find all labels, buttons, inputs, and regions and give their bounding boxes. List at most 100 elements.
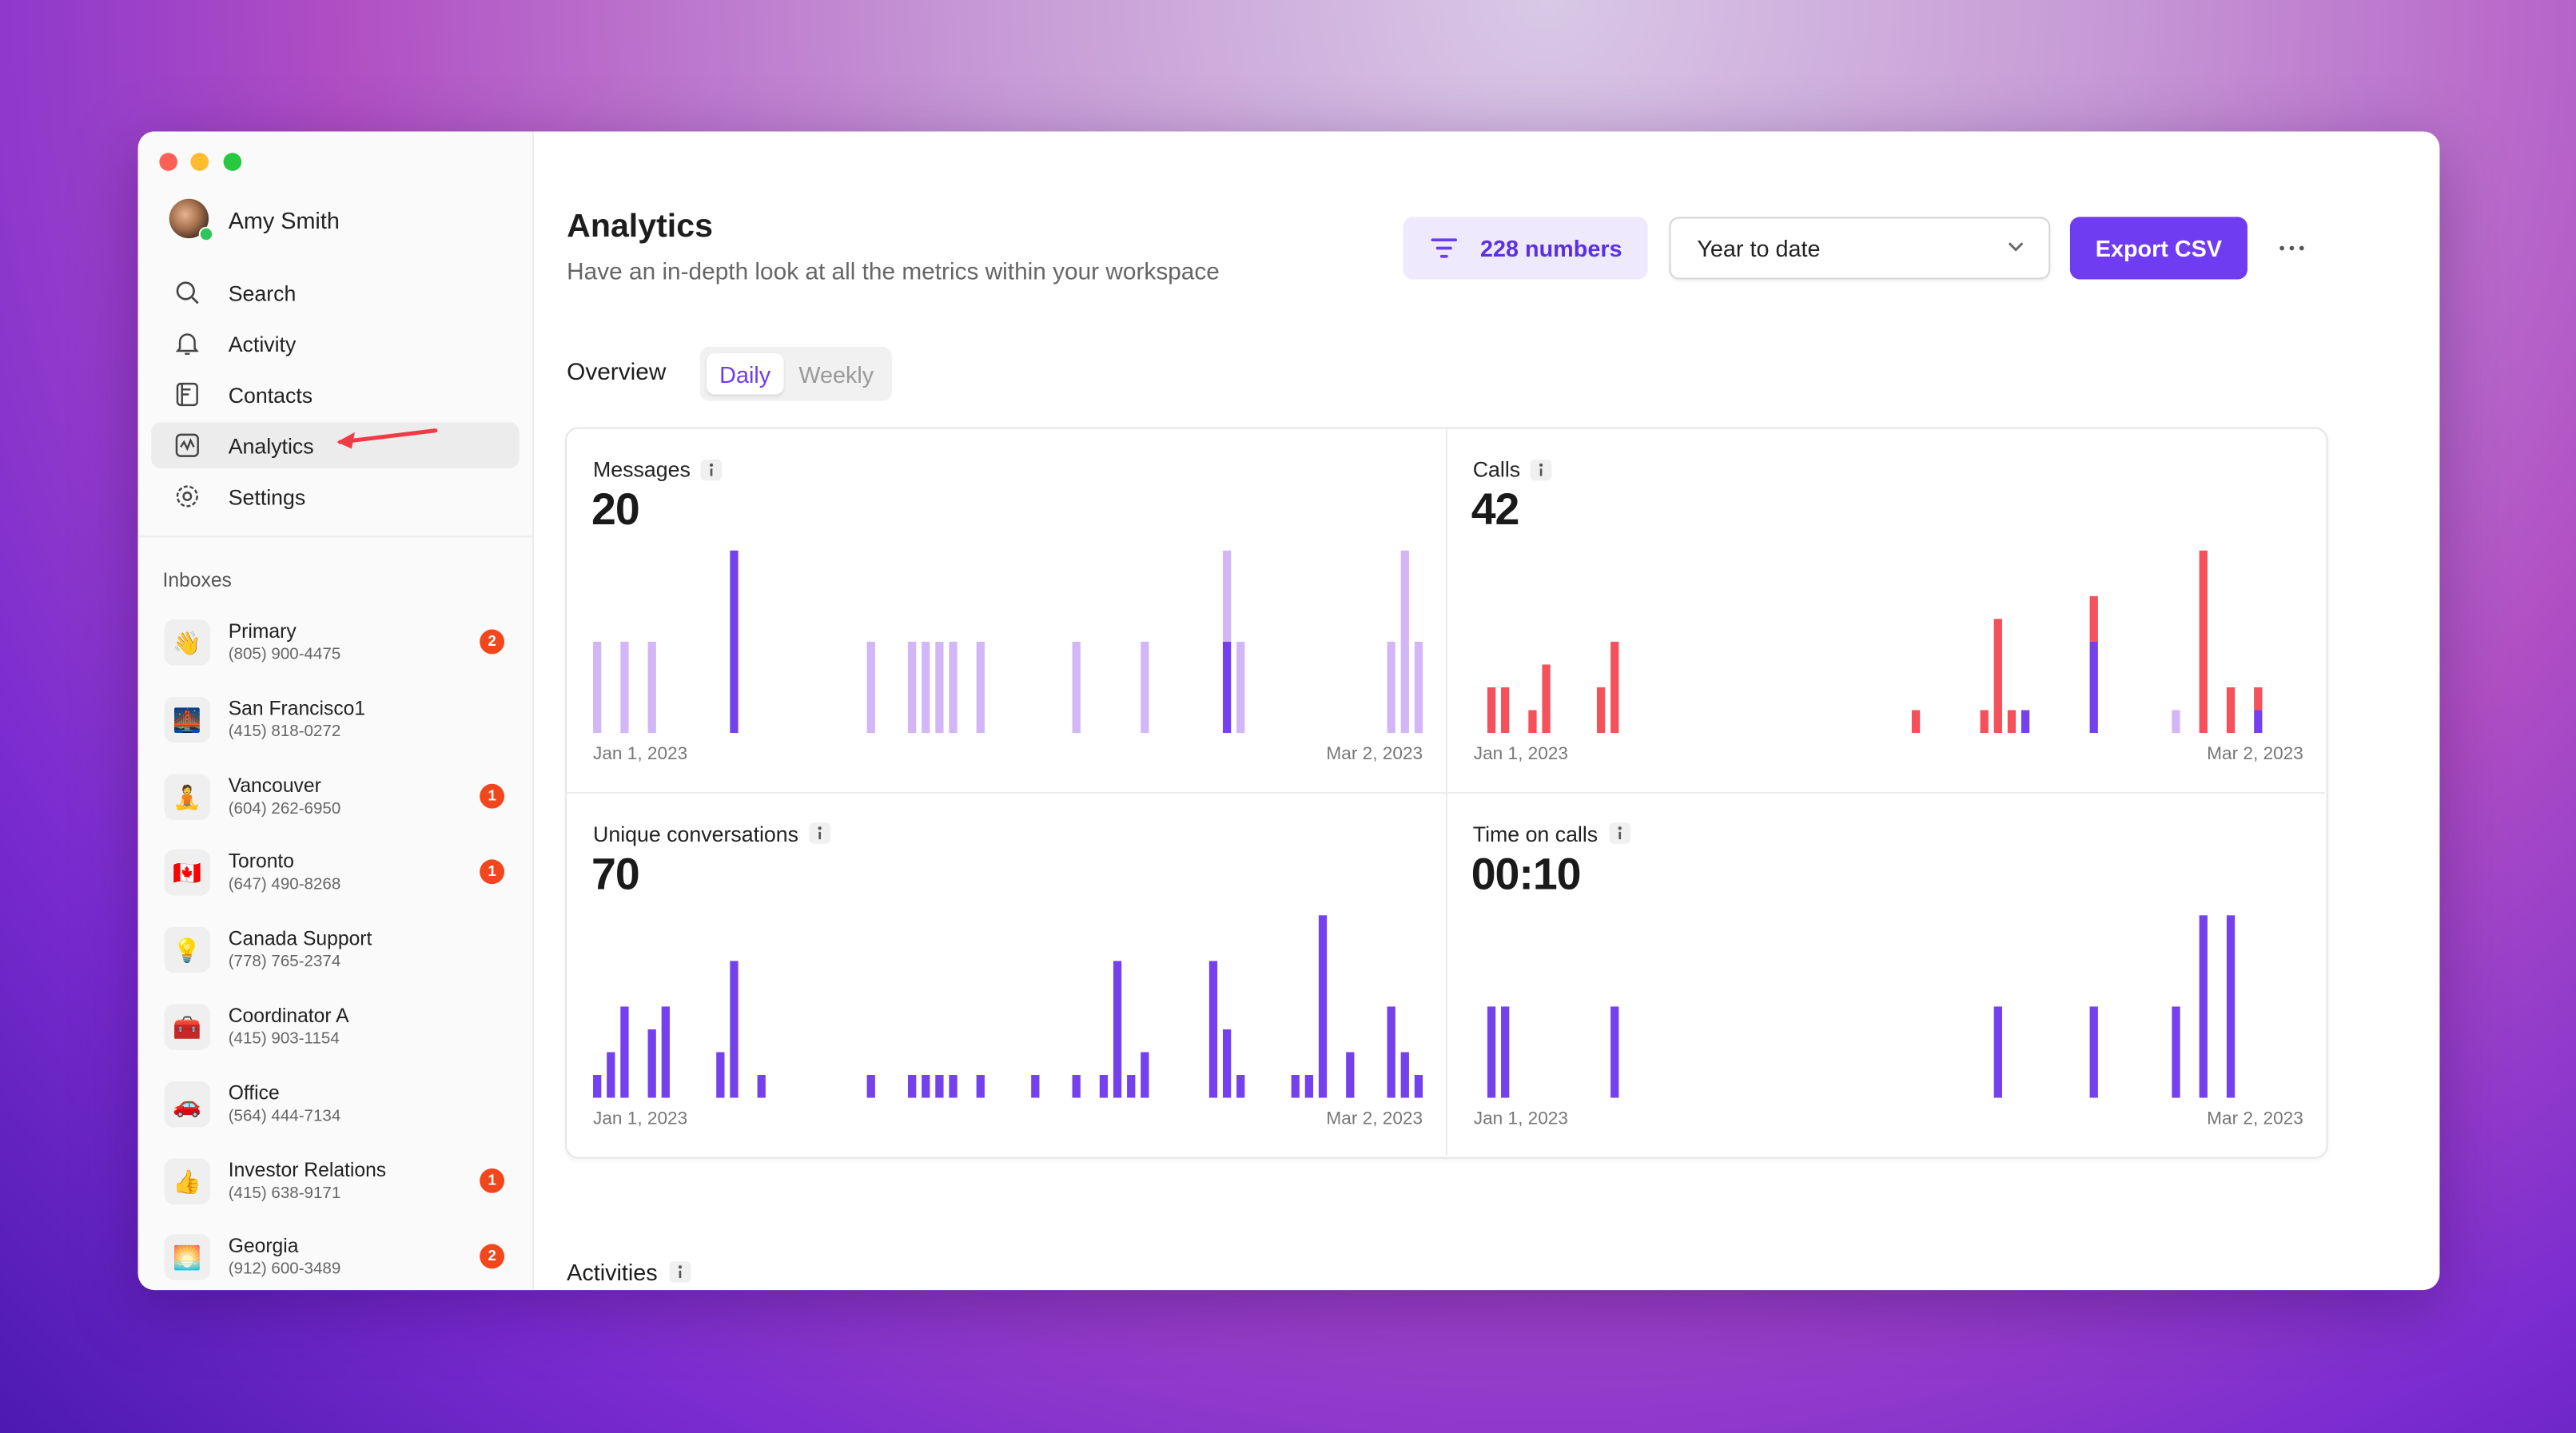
- bar-segment: [1318, 914, 1328, 1097]
- inbox-icon: 🌉: [164, 696, 211, 742]
- info-icon[interactable]: [808, 822, 831, 845]
- inbox-phone: (415) 638-9171: [228, 1184, 341, 1203]
- bar-segment: [1486, 687, 1495, 734]
- x-tick-label: Jan 1, 2023: [593, 1107, 687, 1127]
- bar-segment: [1610, 1005, 1618, 1097]
- filter-icon: [1431, 238, 1458, 258]
- date-range-select[interactable]: Year to date: [1669, 217, 2051, 280]
- bar-segment: [620, 641, 629, 734]
- info-icon[interactable]: [1531, 458, 1554, 481]
- bar-segment: [730, 960, 739, 1097]
- inbox-row[interactable]: 💡 Canada Support (778) 765-2374: [138, 927, 532, 977]
- unread-badge: 1: [480, 860, 505, 886]
- bar-segment: [1208, 960, 1218, 1097]
- inbox-row[interactable]: 🧰 Coordinator A (415) 903-1154: [138, 1004, 532, 1053]
- info-icon[interactable]: [669, 1260, 692, 1284]
- inbox-row[interactable]: 🌉 San Francisco1 (415) 818-0272: [138, 696, 532, 746]
- metric-card: Messages 20 Jan 1, 2023 Mar 2, 2023: [567, 428, 1447, 794]
- inbox-name: Office: [228, 1081, 280, 1105]
- bar-segment: [1222, 641, 1232, 734]
- bar-segment: [2020, 710, 2029, 734]
- nav-item[interactable]: Settings: [151, 473, 519, 519]
- nav-item[interactable]: Contacts: [151, 372, 519, 418]
- nav-item[interactable]: Analytics: [151, 422, 520, 469]
- tab-daily[interactable]: Daily: [706, 353, 784, 395]
- bar-segment: [2253, 687, 2262, 711]
- export-button[interactable]: Export CSV: [2069, 217, 2248, 280]
- bar-segment: [1500, 687, 1509, 734]
- bar-segment: [661, 1005, 670, 1097]
- page-subtitle: Have an in-depth look at all the metrics…: [567, 259, 1220, 286]
- icon-shape: [176, 485, 198, 508]
- x-tick-label: Mar 2, 2023: [2206, 1107, 2303, 1127]
- bar-segment: [1400, 550, 1409, 734]
- nav-icon: [176, 281, 199, 305]
- inbox-icon: 👋: [164, 619, 211, 666]
- inbox-name: Investor Relations: [228, 1157, 387, 1181]
- unread-badge: 2: [480, 1244, 505, 1270]
- bar-segment: [949, 1073, 958, 1097]
- bar-segment: [2171, 1005, 2180, 1097]
- info-icon[interactable]: [1608, 822, 1631, 845]
- bar-segment: [1141, 641, 1149, 734]
- bar-segment: [1993, 619, 2001, 734]
- unread-badge: 1: [480, 1168, 505, 1192]
- x-tick-label: Jan 1, 2023: [1473, 743, 1567, 763]
- nav-icon: [175, 333, 199, 355]
- bar-segment: [1414, 641, 1423, 734]
- zoom-button[interactable]: [223, 153, 242, 171]
- inbox-phone: (415) 818-0272: [228, 722, 341, 741]
- card-title-text: Unique conversations: [593, 821, 799, 846]
- bar-chart: Jan 1, 2023 Mar 2, 2023: [593, 914, 1423, 1127]
- card-title: Unique conversations: [593, 821, 831, 846]
- more-button[interactable]: [2277, 240, 2307, 257]
- bar-segment: [922, 1073, 930, 1097]
- tab-label: Daily: [719, 361, 771, 388]
- bar-segment: [716, 1051, 725, 1097]
- minimize-button[interactable]: [190, 153, 209, 171]
- bar-segment: [1500, 1005, 1509, 1097]
- bar-segment: [935, 1073, 944, 1097]
- bar-segment: [1400, 1051, 1409, 1097]
- x-tick-label: Jan 1, 2023: [1473, 1107, 1567, 1127]
- nav-label: Search: [228, 281, 297, 306]
- icon-shape: [818, 826, 822, 830]
- nav-icon: [176, 382, 198, 407]
- bar-segment: [935, 641, 944, 734]
- divider: [137, 535, 532, 538]
- inbox-row[interactable]: 🚗 Office (564) 444-7134: [138, 1081, 532, 1131]
- x-tick-label: Mar 2, 2023: [2206, 743, 2303, 763]
- bar-segment: [1127, 1073, 1136, 1097]
- inbox-row[interactable]: 🧘 Vancouver (604) 262-6950 1: [138, 773, 532, 823]
- inbox-icon: 🧰: [164, 1004, 211, 1050]
- bar-segment: [1486, 1005, 1495, 1097]
- info-icon[interactable]: [700, 458, 723, 481]
- activities-heading: Activities: [567, 1259, 692, 1285]
- status-dot: [198, 226, 214, 242]
- close-button[interactable]: [159, 153, 177, 171]
- sidebar: Amy Smith Search Activity Contacts Analytic…: [137, 131, 535, 1291]
- nav-item[interactable]: Search: [151, 269, 519, 316]
- bar-segment: [1222, 1028, 1232, 1097]
- icon-shape: [1539, 462, 1543, 466]
- inbox-icon: 🌅: [164, 1235, 211, 1281]
- tab-weekly[interactable]: Weekly: [790, 353, 882, 394]
- inbox-row[interactable]: 👋 Primary (805) 900-4475 2: [138, 619, 532, 669]
- inbox-row[interactable]: 👍 Investor Relations (415) 638-9171 1: [138, 1157, 532, 1208]
- card-title-text: Calls: [1472, 456, 1521, 482]
- inbox-row[interactable]: 🇨🇦 Toronto (647) 490-8268 1: [138, 850, 532, 900]
- bar-segment: [647, 1028, 656, 1097]
- nav-label: Contacts: [228, 383, 313, 408]
- inbox-row[interactable]: 🌅 Georgia (912) 600-3489 2: [138, 1235, 532, 1284]
- nav-item[interactable]: Activity: [151, 320, 519, 367]
- inbox-name: Vancouver: [228, 773, 321, 797]
- numbers-filter-button[interactable]: 228 numbers: [1403, 217, 1648, 280]
- bar-segment: [976, 1073, 985, 1097]
- bar-chart: Jan 1, 2023 Mar 2, 2023: [1473, 914, 2303, 1127]
- inbox-icon: 💡: [164, 927, 211, 973]
- card-total: 70: [591, 849, 640, 898]
- unread-badge: 2: [480, 629, 505, 655]
- bar-segment: [1291, 1073, 1300, 1097]
- activities-label: Activities: [567, 1259, 658, 1285]
- card-total: 20: [591, 484, 640, 535]
